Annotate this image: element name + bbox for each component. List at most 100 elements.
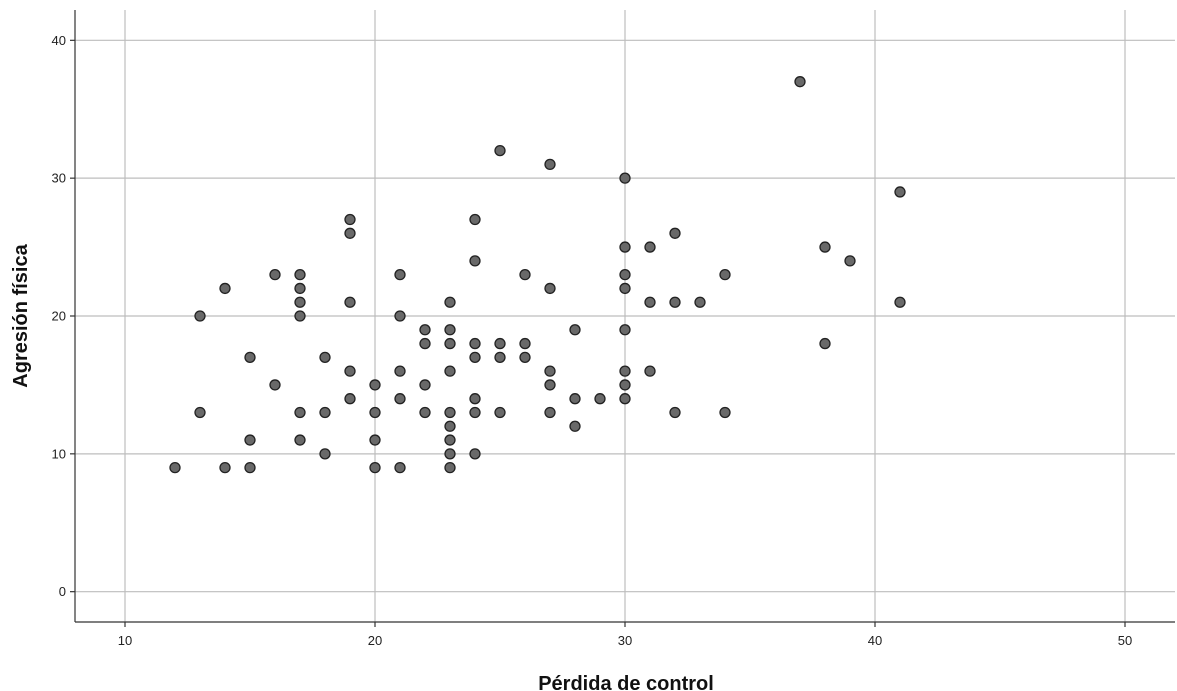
axes	[70, 10, 1175, 627]
data-point	[719, 406, 731, 419]
data-point	[644, 296, 656, 308]
data-point	[294, 310, 306, 322]
y-tick-label: 40	[52, 33, 66, 48]
data-point	[444, 434, 456, 446]
data-point	[169, 461, 181, 474]
data-point	[319, 351, 331, 364]
data-point	[494, 351, 506, 364]
data-point	[319, 406, 331, 419]
data-point	[444, 461, 456, 474]
data-point	[594, 393, 606, 405]
data-point	[444, 296, 456, 308]
data-point	[344, 393, 356, 405]
data-point	[569, 420, 581, 432]
data-point	[369, 434, 381, 446]
data-point	[394, 365, 406, 377]
data-point	[419, 379, 431, 391]
data-point	[194, 406, 206, 419]
data-point	[644, 241, 656, 253]
x-tick-label: 40	[868, 633, 882, 648]
data-point	[819, 337, 831, 350]
data-point	[544, 365, 556, 377]
data-point	[194, 310, 206, 322]
data-point	[469, 351, 481, 364]
data-point	[294, 268, 306, 281]
data-point	[294, 296, 306, 308]
y-tick-label: 30	[52, 171, 66, 186]
data-point	[544, 282, 556, 295]
data-point	[719, 268, 731, 281]
y-tick-labels: 0 10 20 30 40	[52, 33, 66, 599]
data-point	[644, 365, 656, 377]
data-point	[544, 158, 556, 171]
data-point	[619, 324, 631, 336]
data-point	[444, 448, 456, 460]
data-point	[619, 172, 631, 184]
y-tick-label: 20	[52, 309, 66, 324]
y-tick-label: 10	[52, 446, 66, 461]
data-point	[469, 448, 481, 460]
y-axis-title: Agresión física	[10, 243, 32, 387]
x-tick-label: 30	[618, 633, 632, 648]
data-point	[619, 379, 631, 391]
data-point	[569, 324, 581, 336]
data-point	[344, 296, 356, 308]
data-point	[819, 241, 831, 253]
data-point	[469, 337, 481, 350]
data-point	[294, 282, 306, 295]
data-point	[494, 337, 506, 350]
data-point	[269, 268, 281, 281]
data-point	[219, 461, 231, 474]
data-point	[519, 337, 531, 350]
data-point	[344, 227, 356, 239]
data-point	[469, 406, 481, 419]
data-point	[419, 337, 431, 350]
data-point	[394, 393, 406, 405]
data-point	[269, 379, 281, 391]
data-point	[619, 241, 631, 253]
data-point	[894, 296, 906, 308]
data-point	[569, 393, 581, 405]
data-point	[419, 406, 431, 419]
data-point	[444, 337, 456, 350]
x-tick-label: 10	[118, 633, 132, 648]
data-point	[469, 213, 481, 226]
data-point	[469, 393, 481, 405]
data-point	[394, 310, 406, 322]
data-point	[344, 365, 356, 377]
data-point	[244, 351, 256, 364]
data-point	[444, 420, 456, 432]
data-point	[894, 186, 906, 198]
data-point	[294, 406, 306, 419]
data-point	[294, 434, 306, 446]
x-tick-label: 50	[1118, 633, 1132, 648]
data-point	[669, 227, 681, 239]
data-point	[619, 365, 631, 377]
data-point	[619, 268, 631, 281]
data-point	[369, 406, 381, 419]
data-point	[244, 461, 256, 474]
y-tick-label: 0	[59, 584, 66, 599]
x-tick-labels: 10 20 30 40 50	[118, 633, 1132, 648]
data-point	[494, 406, 506, 419]
data-point	[369, 461, 381, 474]
data-point	[844, 255, 856, 267]
data-point	[369, 379, 381, 391]
data-point	[669, 296, 681, 308]
data-point	[394, 268, 406, 281]
data-point	[794, 76, 806, 88]
data-point	[669, 406, 681, 419]
data-point	[519, 268, 531, 281]
x-tick-label: 20	[368, 633, 382, 648]
gridlines	[75, 10, 1175, 622]
data-point	[394, 461, 406, 474]
data-point	[494, 144, 506, 157]
data-point	[544, 406, 556, 419]
data-point	[619, 393, 631, 405]
data-point	[444, 324, 456, 336]
data-point	[219, 282, 231, 295]
data-point	[419, 324, 431, 336]
data-point	[694, 296, 706, 308]
data-point	[319, 448, 331, 460]
